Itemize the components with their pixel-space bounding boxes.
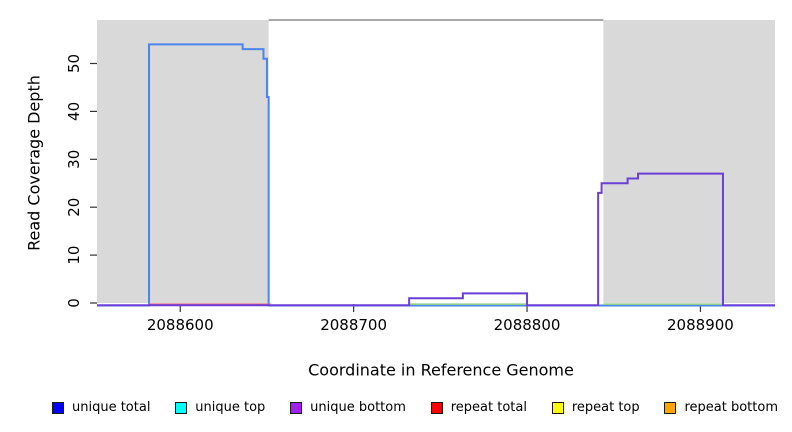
y-axis-tick-label: 20 (65, 198, 83, 217)
legend-label: unique total (72, 400, 151, 415)
y-axis-tick-label: 50 (65, 54, 83, 73)
legend-item-repeat-top: repeat top (551, 400, 640, 415)
legend: unique total unique top unique bottom repea… (52, 400, 778, 415)
series-unique-bottom-line (97, 172, 775, 307)
right-shaded-region (603, 20, 775, 303)
y-axis-tick-label: 30 (65, 150, 83, 169)
legend-item-unique-bottom: unique bottom (290, 400, 406, 415)
legend-item-repeat-total: repeat total (430, 400, 527, 415)
y-axis-tick-label: 0 (65, 298, 83, 308)
legend-item-unique-top: unique top (175, 400, 265, 415)
legend-swatch-unique-total (52, 401, 64, 414)
legend-swatch-repeat-total (430, 401, 443, 414)
y-axis-tick-label: 40 (65, 102, 83, 121)
x-axis-tick-label: 2088800 (494, 316, 561, 334)
x-axis-tick-label: 2088700 (320, 316, 387, 334)
legend-item-unique-total: unique total (52, 400, 150, 415)
left-shaded-region (97, 20, 269, 303)
y-axis-tick-label: 10 (65, 246, 83, 265)
legend-label: unique top (195, 400, 266, 415)
legend-label: repeat top (571, 400, 640, 415)
legend-swatch-unique-bottom (290, 401, 303, 414)
y-axis-title: Read Coverage Depth (24, 75, 44, 251)
legend-swatch-unique-top (175, 401, 188, 414)
legend-item-repeat-bottom: repeat bottom (664, 400, 778, 415)
legend-swatch-repeat-top (551, 401, 564, 414)
x-axis-tick-label: 2088600 (147, 316, 214, 334)
legend-label: repeat total (450, 400, 527, 415)
legend-swatch-repeat-bottom (664, 401, 677, 414)
legend-label: repeat bottom (684, 400, 778, 415)
x-axis-tick-label: 2088900 (667, 316, 734, 334)
x-axis-title: Coordinate in Reference Genome (308, 360, 574, 380)
series-unique-total-line (97, 43, 775, 307)
legend-label: unique bottom (310, 400, 406, 415)
